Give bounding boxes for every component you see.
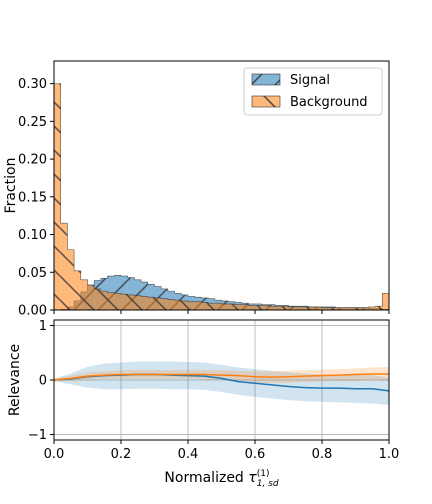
bar-hatch-background-32 — [268, 306, 276, 310]
bar-hatch-signal-12 — [134, 279, 142, 310]
x-tick-label: 0.2 — [111, 447, 132, 462]
bar-hatch-background-8 — [107, 292, 115, 310]
y-tick-label: 0.30 — [18, 77, 47, 92]
y-tick-label: 0.00 — [18, 304, 47, 319]
histogram-panel: 0.00 0.05 0.10 0.15 0.20 0.25 0.30 Fraction Si… — [3, 60, 390, 319]
bar-hatch-background-20 — [188, 301, 195, 310]
bar-hatch-background-15 — [154, 297, 162, 310]
y-tick-label: 0.10 — [18, 228, 47, 243]
x-tick-label: 0.0 — [44, 447, 65, 462]
bar-hatch-background-10 — [121, 294, 128, 310]
bar-hatch-background-27 — [234, 304, 242, 310]
x-tick-label: 0.8 — [312, 447, 333, 462]
bar-hatch-background-45 — [355, 307, 363, 310]
relevance-panel: −1 0 1 0.0 0.2 0.4 0.6 0.8 1.0 Relevance — [7, 319, 399, 462]
legend-hatch-background — [252, 96, 280, 107]
bar-hatch-background-24 — [214, 303, 222, 310]
x-axis-label: Normalized τ(1) 1, sd — [164, 469, 278, 489]
bar-hatch-background-22 — [201, 302, 209, 310]
bar-hatch-background-5 — [87, 285, 95, 310]
relevance-line-1 — [53, 373, 389, 381]
bar-hatch-background-34 — [281, 306, 289, 310]
histogram-y-axis-label: Fraction — [3, 158, 19, 214]
x-axis-label-superscript: (1) — [257, 469, 270, 479]
y-tick-label: 0.25 — [18, 115, 47, 130]
legend: Signal Background — [243, 67, 383, 116]
bar-hatch-background-41 — [328, 307, 336, 310]
legend-hatch-signal — [252, 74, 280, 85]
bar-hatch-background-39 — [315, 306, 322, 310]
bar-hatch-background-36 — [295, 306, 302, 310]
bar-hatch-background-46 — [362, 307, 369, 310]
legend-label-background: Background — [290, 95, 368, 110]
bar-outline-background — [53, 83, 390, 310]
relevance-y-ticks: −1 0 1 — [28, 319, 54, 443]
y-tick-label: 0.20 — [18, 153, 47, 168]
y-tick-label: 1 — [39, 319, 47, 334]
legend-label-signal: Signal — [290, 73, 330, 88]
relevance-band-0 — [54, 361, 389, 406]
y-tick-label: 0.15 — [18, 190, 47, 205]
bar-hatch-background-9 — [114, 293, 121, 310]
x-axis-label-prefix: Normalized — [164, 470, 248, 486]
bar-hatch-background-14 — [147, 297, 155, 310]
bar-hatch-background-2 — [67, 249, 75, 310]
histogram-frame — [53, 60, 390, 311]
y-tick-label: −1 — [28, 428, 47, 443]
bar-hatch-background-30 — [255, 305, 262, 310]
bar-hatch-background-42 — [335, 307, 343, 310]
relevance-lines — [53, 373, 390, 392]
bar-hatch-background-0 — [54, 83, 61, 311]
bar-hatch-signal-11 — [127, 277, 135, 310]
bar-hatch-signal-13 — [141, 282, 148, 310]
bar-hatch-background-17 — [167, 299, 175, 310]
y-tick-label: 0 — [39, 374, 47, 389]
bar-hatch-background-25 — [221, 303, 229, 310]
bar-hatch-background-1 — [60, 223, 68, 310]
bar-hatch-signal-10 — [121, 276, 128, 310]
bar-hatch-background-3 — [74, 270, 81, 310]
bar-hatch-background-12 — [134, 295, 142, 310]
x-tick-label: 0.4 — [178, 447, 199, 462]
histogram-bars — [53, 83, 390, 311]
bar-hatch-background-16 — [161, 298, 168, 310]
bar-hatch-background-44 — [348, 307, 356, 310]
bar-hatch-background-38 — [308, 306, 316, 310]
histogram-y-ticks: 0.00 0.05 0.10 0.15 0.20 0.25 0.30 — [18, 77, 54, 319]
x-axis-label-tau: τ — [248, 470, 257, 486]
bar-hatch-background-21 — [194, 301, 202, 310]
bar-hatch-background-28 — [241, 304, 249, 310]
bar-hatch-background-31 — [261, 305, 269, 310]
bar-hatch-background-37 — [301, 306, 309, 310]
histogram-x-ticks — [53, 310, 390, 314]
bar-hatch-background-49 — [382, 293, 389, 310]
bar-hatch-signal-9 — [114, 275, 121, 310]
relevance-x-ticks: 0.0 0.2 0.4 0.6 0.8 1.0 — [44, 440, 400, 462]
bar-hatch-background-43 — [342, 307, 349, 310]
bar-hatch-background-26 — [228, 303, 235, 310]
bar-hatch-background-35 — [288, 306, 296, 310]
bar-hatch-background-19 — [181, 300, 188, 310]
bar-hatch-background-48 — [375, 306, 383, 310]
bar-hatch-background-47 — [368, 306, 376, 310]
bar-hatch-background-23 — [208, 303, 215, 310]
bar-hatch-background-6 — [94, 288, 101, 310]
bar-hatch-background-13 — [141, 296, 148, 310]
relevance-y-axis-label: Relevance — [7, 344, 23, 416]
relevance-bands — [54, 361, 389, 406]
bar-hatch-background-29 — [248, 305, 255, 310]
bar-hatch-background-11 — [127, 294, 135, 310]
bar-hatch-background-7 — [100, 291, 108, 310]
x-axis-label-subscript: 1, sd — [257, 479, 279, 489]
x-tick-label: 1.0 — [379, 447, 400, 462]
bar-hatch-background-33 — [275, 306, 282, 310]
relevance-grid — [53, 320, 390, 440]
bar-hatch-background-18 — [174, 300, 182, 310]
bar-hatch-background-40 — [322, 307, 329, 310]
y-tick-label: 0.05 — [18, 266, 47, 281]
x-tick-label: 0.6 — [245, 447, 266, 462]
bar-hatch-background-4 — [80, 279, 88, 310]
